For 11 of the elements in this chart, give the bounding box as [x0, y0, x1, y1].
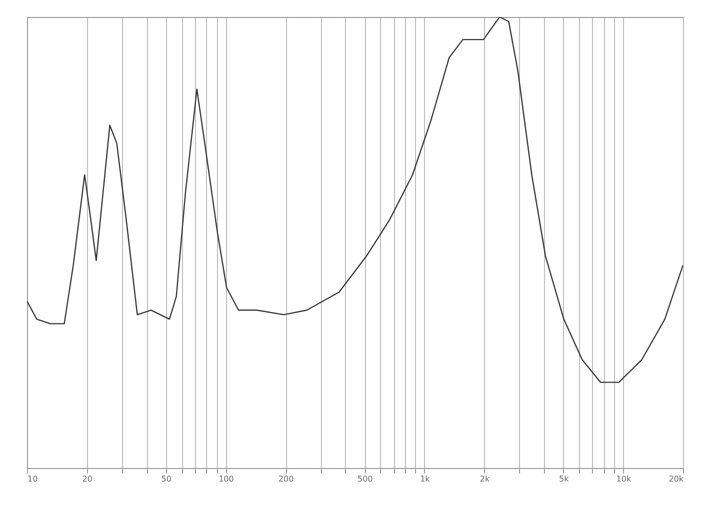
x-tick-label: 5k — [558, 474, 570, 484]
x-tick-label: 1k — [420, 474, 430, 484]
x-tick-label: 200 — [278, 474, 294, 484]
x-tick-label: 10k — [616, 474, 632, 484]
x-tick-label: 20k — [668, 474, 684, 484]
x-tick-label: 10 — [28, 474, 38, 484]
x-tick-label: 20 — [82, 474, 92, 484]
x-tick-label: 100 — [218, 474, 234, 484]
x-tick-label: 2k — [480, 474, 490, 484]
x-tick-label: 50 — [161, 474, 172, 484]
x-tick-label: 500 — [357, 474, 373, 484]
